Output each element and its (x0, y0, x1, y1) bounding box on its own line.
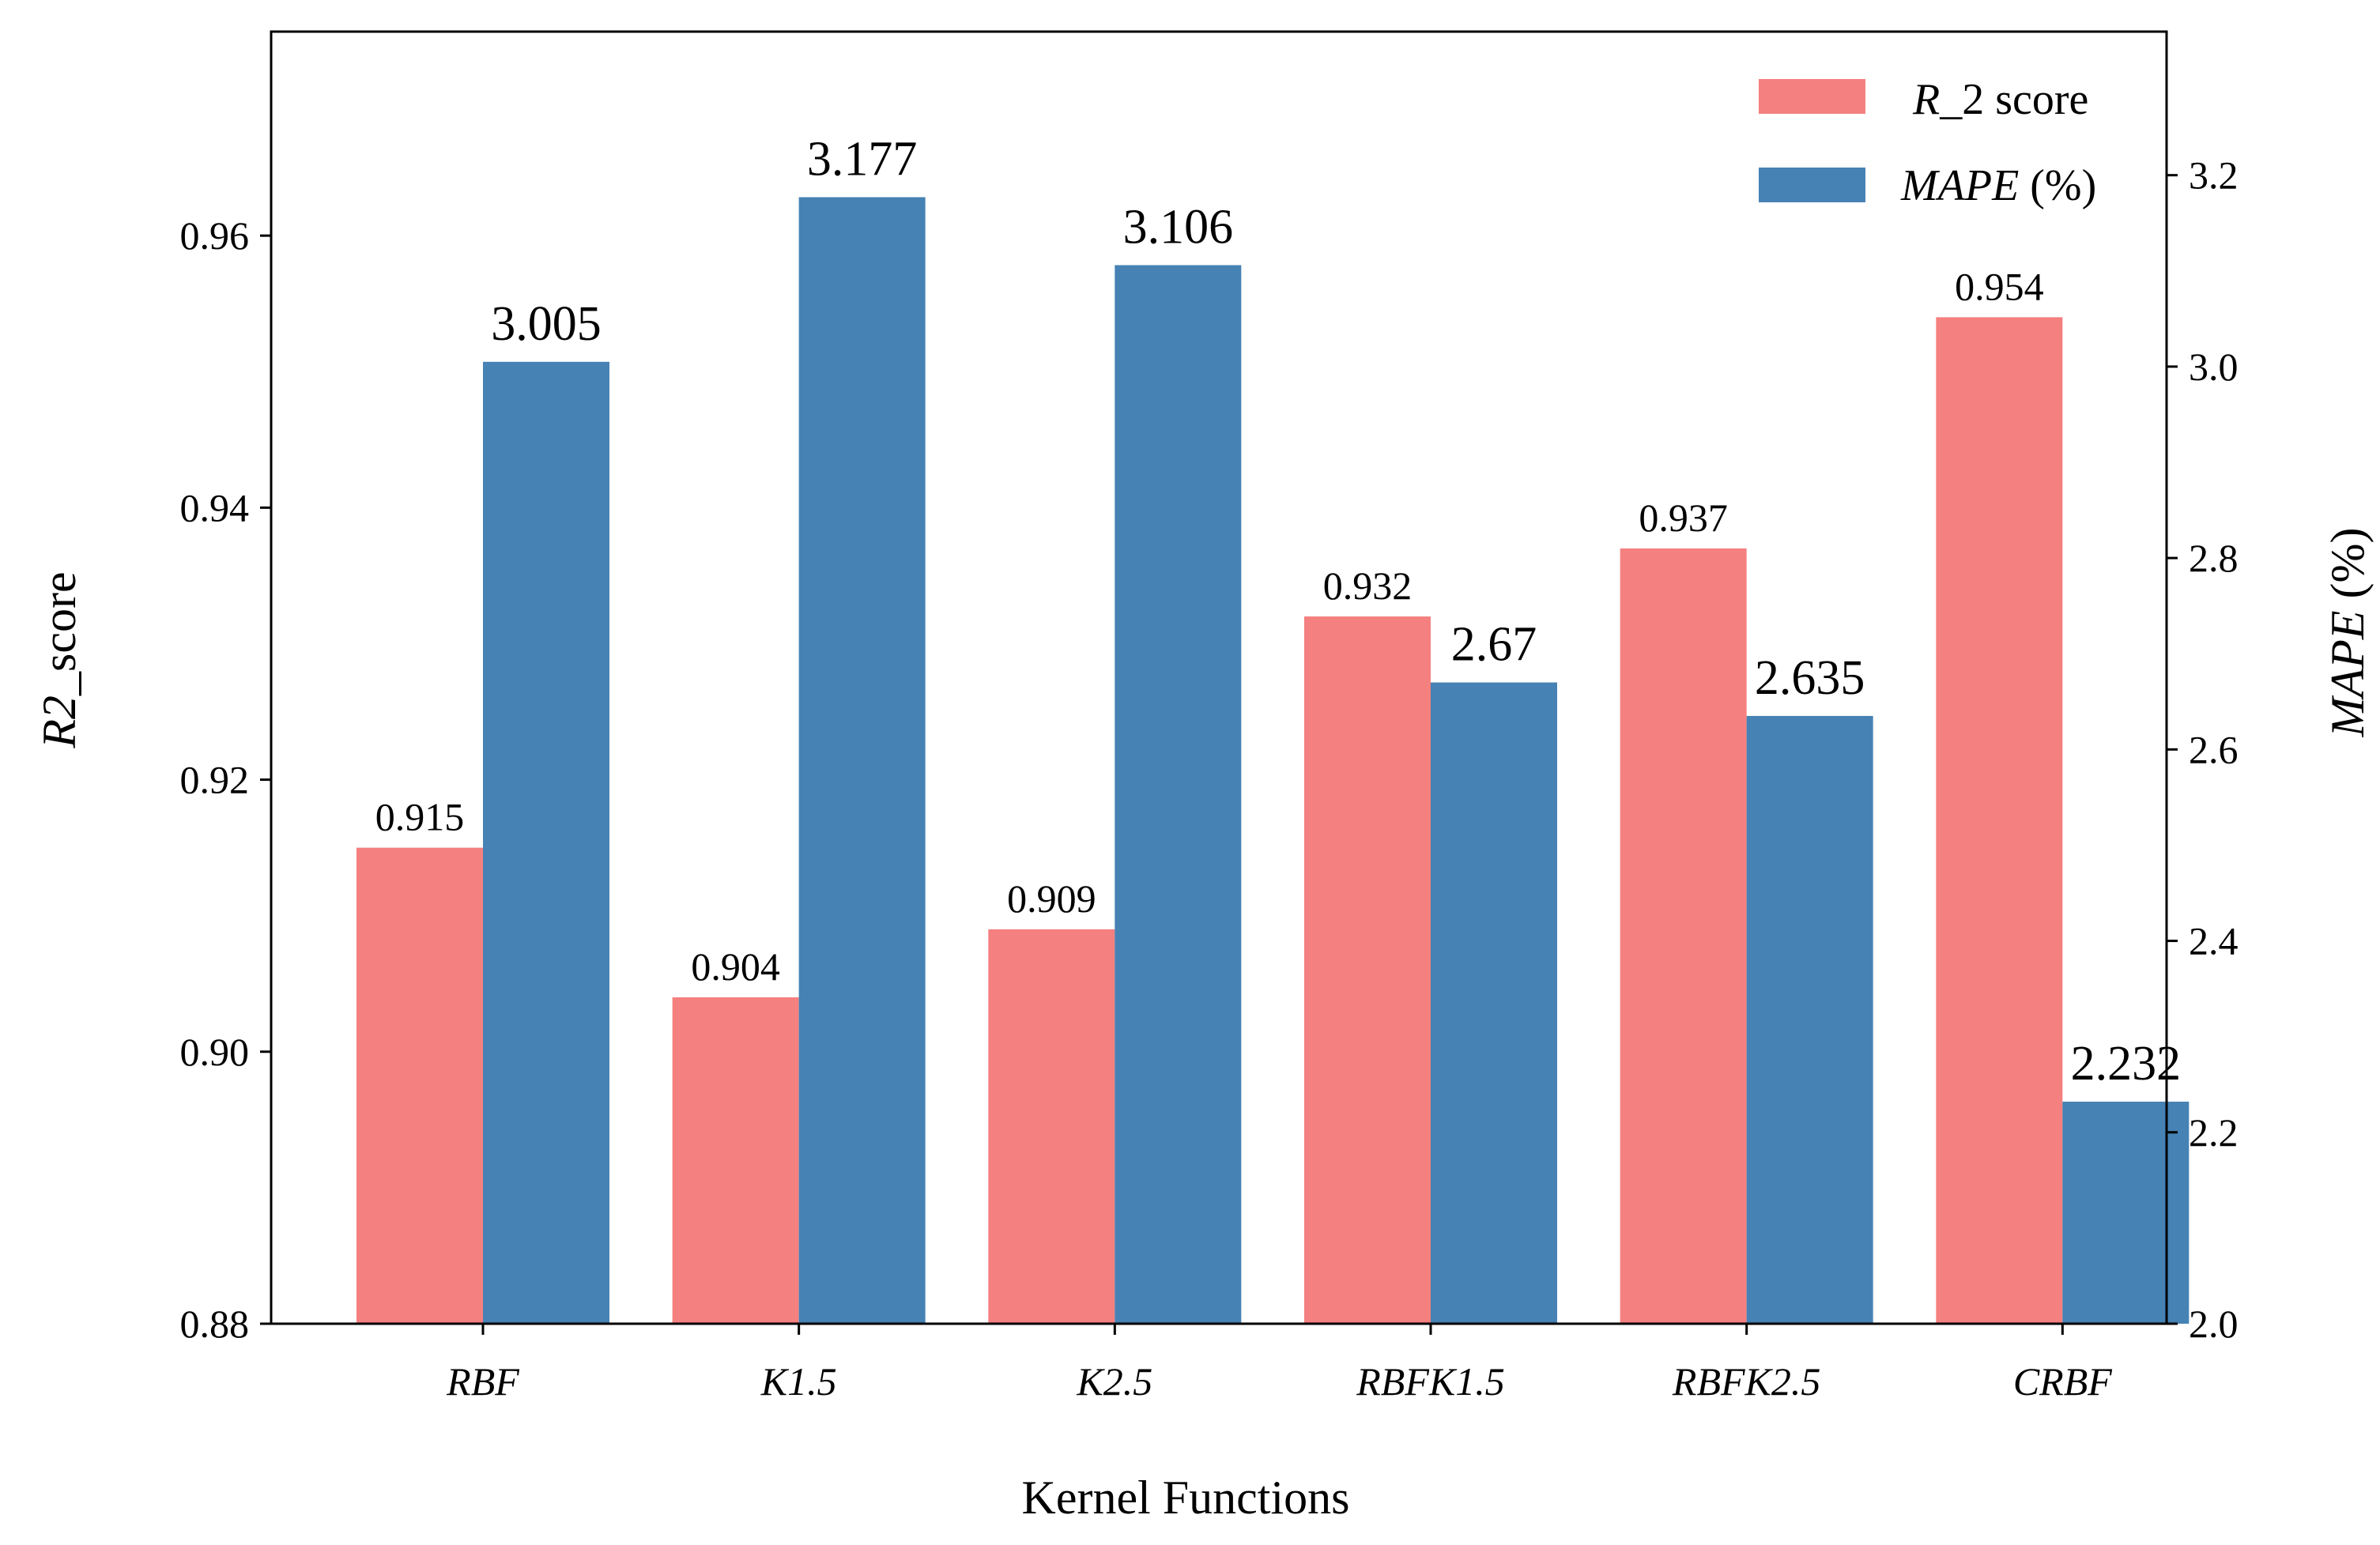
right-y-tick-label: 2.8 (2189, 536, 2239, 580)
x-tick-label-RBFK1.5: RBFK1.5 (1356, 1359, 1504, 1404)
value-label-r2-RBFK2.5: 0.937 (1639, 496, 1728, 540)
x-tick-label-RBF: RBF (446, 1359, 519, 1404)
bar-r2-RBFK2.5 (1620, 548, 1747, 1324)
legend-label-mape: MAPE (%) (1900, 161, 2096, 210)
bars-layer (356, 197, 2190, 1325)
x-tick-label-RBFK2.5: RBFK2.5 (1672, 1359, 1820, 1404)
right-y-tick-label: 3.2 (2189, 153, 2239, 198)
left-y-tick-label: 0.92 (180, 758, 250, 802)
value-label-mape-RBFK2.5: 2.635 (1755, 651, 1865, 705)
bar-mape-RBF (483, 361, 609, 1324)
bar-mape-CRBF (2062, 1102, 2190, 1324)
bar-r2-K2.5 (988, 929, 1115, 1324)
x-tick-label-K1.5: K1.5 (760, 1359, 837, 1404)
value-label-mape-RBF: 3.005 (491, 297, 602, 351)
right-y-tick-label: 2.0 (2189, 1302, 2239, 1346)
value-label-r2-RBFK1.5: 0.932 (1323, 563, 1413, 608)
bar-mape-RBFK1.5 (1431, 682, 1557, 1324)
left-y-tick-label: 0.94 (180, 485, 250, 529)
value-label-mape-K1.5: 3.177 (807, 133, 918, 187)
value-label-r2-RBF: 0.915 (375, 795, 465, 839)
value-labels-layer: 0.915 3.005 0.904 3.177 0.909 3.106 0.932 2.67 0… (375, 133, 2181, 1091)
value-label-r2-K2.5: 0.909 (1007, 876, 1096, 921)
legend: R_2 score MAPE (%) (1759, 75, 2096, 210)
left-axis-title: R2_score (33, 571, 85, 748)
legend-label-r2: R_2 score (1912, 75, 2088, 124)
bar-mape-K1.5 (798, 197, 926, 1324)
bar-r2-K1.5 (672, 997, 799, 1324)
bar-mape-K2.5 (1115, 265, 1242, 1324)
bar-r2-CRBF (1936, 317, 2063, 1325)
left-y-tick-label: 0.88 (180, 1302, 250, 1346)
axes-layer: RBF K1.5 K2.5 RBFK1.5 RBFK2.5 CRBF0.880.900.9… (180, 30, 2239, 1404)
value-label-r2-CRBF: 0.954 (1955, 264, 2044, 308)
value-label-mape-RBFK1.5: 2.67 (1451, 618, 1537, 672)
right-y-tick-label: 2.2 (2189, 1110, 2239, 1155)
x-tick-label-K2.5: K2.5 (1076, 1359, 1152, 1404)
right-y-tick-label: 2.4 (2189, 919, 2239, 963)
x-axis-title: Kernel Functions (1022, 1472, 1350, 1524)
plot-frame (270, 30, 2168, 1325)
value-label-mape-K2.5: 3.106 (1123, 201, 1234, 254)
value-label-r2-K1.5: 0.904 (691, 944, 780, 989)
right-axis-title: MAPE (%) (2322, 528, 2374, 738)
value-label-mape-CRBF: 2.232 (2071, 1037, 2182, 1091)
x-tick-label-CRBF: CRBF (2013, 1359, 2112, 1404)
right-y-tick-label: 3.0 (2189, 345, 2239, 389)
bar-r2-RBFK1.5 (1304, 616, 1431, 1324)
left-y-tick-label: 0.96 (180, 213, 250, 258)
left-y-tick-label: 0.90 (180, 1030, 250, 1074)
bar-mape-RBFK2.5 (1746, 715, 1873, 1324)
legend-swatch-r2 (1759, 79, 1865, 114)
bar-r2-RBF (356, 847, 483, 1324)
right-y-tick-label: 2.6 (2189, 727, 2239, 771)
legend-swatch-mape (1759, 168, 1865, 202)
